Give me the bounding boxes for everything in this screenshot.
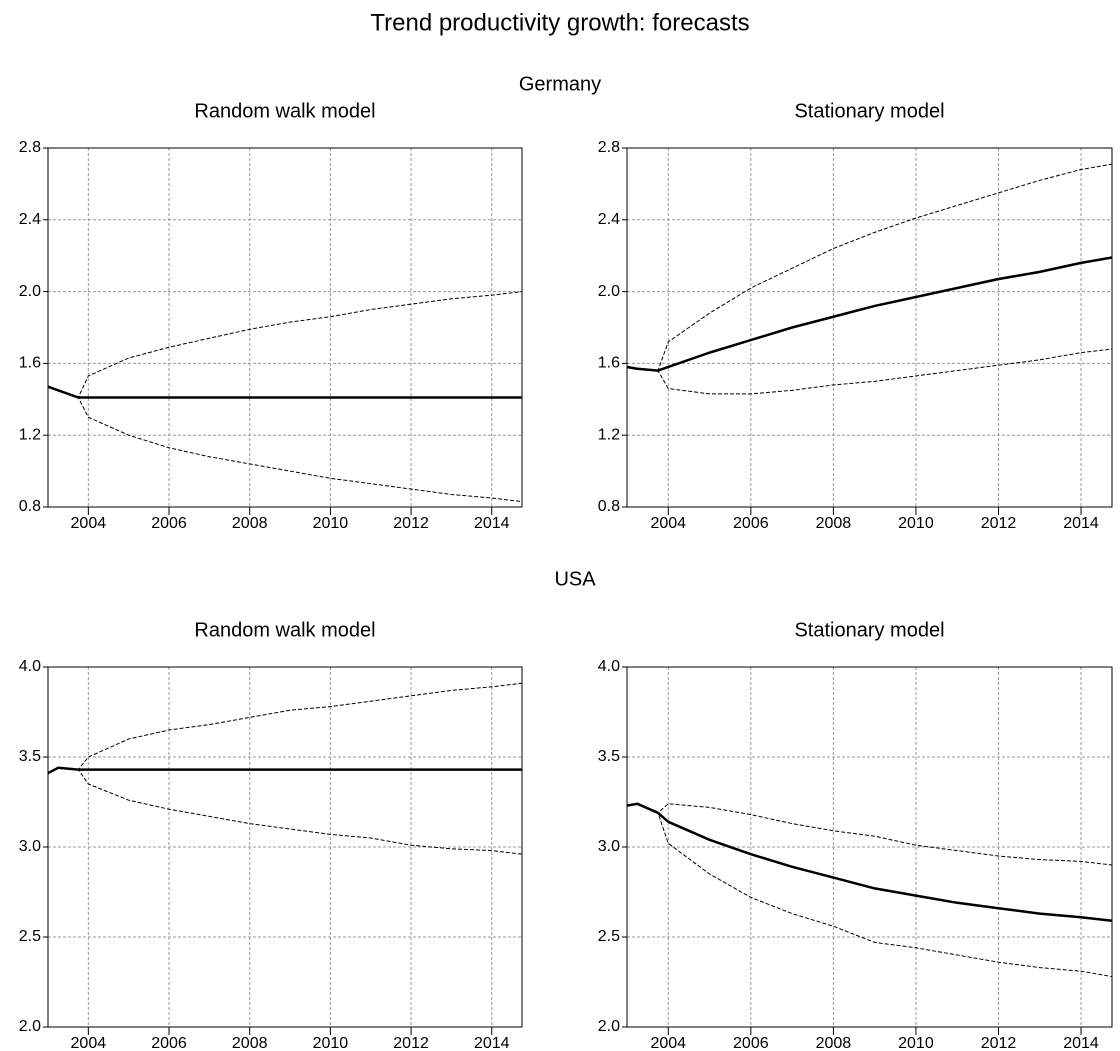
x-tick-label: 2014 xyxy=(474,1035,510,1051)
series-line xyxy=(47,682,523,774)
y-tick-label: 2.5 xyxy=(598,928,620,945)
y-tick-label: 1.2 xyxy=(598,426,620,443)
x-tick-label: 2006 xyxy=(151,1035,187,1051)
x-tick-label: 2014 xyxy=(1063,1035,1099,1051)
y-tick-label: 3.0 xyxy=(19,838,41,855)
x-tick-label: 2012 xyxy=(393,515,429,532)
x-tick-label: 2012 xyxy=(393,1035,429,1051)
x-tick-label: 2004 xyxy=(71,515,107,532)
y-tick-label: 2.4 xyxy=(598,211,620,228)
plot-frame xyxy=(626,666,1113,1028)
x-tick-label: 2012 xyxy=(981,515,1017,532)
panel-title: Random walk model xyxy=(194,619,375,641)
y-tick-label: 2.5 xyxy=(19,928,41,945)
section-title: USA xyxy=(554,568,596,590)
panel-title: Random walk model xyxy=(194,100,375,122)
x-tick-label: 2004 xyxy=(650,1035,686,1051)
series-line xyxy=(626,256,1113,372)
y-tick-label: 3.5 xyxy=(598,748,620,765)
x-tick-label: 2008 xyxy=(232,1035,268,1051)
y-tick-label: 3.5 xyxy=(19,748,41,765)
series-line xyxy=(47,766,522,775)
y-tick-label: 0.8 xyxy=(19,498,41,515)
x-tick-label: 2008 xyxy=(816,515,852,532)
y-tick-label: 3.0 xyxy=(598,838,620,855)
x-tick-label: 2006 xyxy=(733,515,769,532)
x-tick-label: 2006 xyxy=(733,1035,769,1051)
y-tick-label: 2.0 xyxy=(598,1018,620,1035)
panel-title: Stationary model xyxy=(794,619,944,641)
y-tick-label: 4.0 xyxy=(19,658,41,675)
y-tick-label: 2.0 xyxy=(19,1018,41,1035)
series-line xyxy=(47,291,523,398)
x-tick-label: 2014 xyxy=(474,515,510,532)
x-tick-label: 2010 xyxy=(898,515,934,532)
y-tick-label: 2.8 xyxy=(598,139,620,156)
y-tick-label: 4.0 xyxy=(598,658,620,675)
y-tick-label: 2.0 xyxy=(19,283,41,300)
x-tick-label: 2010 xyxy=(313,515,349,532)
series-line xyxy=(626,803,1113,978)
x-tick-label: 2004 xyxy=(71,1035,107,1051)
series-line xyxy=(47,385,522,399)
x-tick-label: 2008 xyxy=(232,515,268,532)
y-tick-label: 2.4 xyxy=(19,211,41,228)
plot-frame xyxy=(47,666,523,1028)
series-line xyxy=(626,348,1113,395)
y-tick-label: 1.6 xyxy=(19,355,41,372)
x-tick-label: 2014 xyxy=(1063,515,1099,532)
x-tick-label: 2004 xyxy=(650,515,686,532)
y-tick-label: 0.8 xyxy=(598,498,620,515)
series-line xyxy=(626,163,1113,372)
series-line xyxy=(626,802,1113,923)
x-tick-label: 2006 xyxy=(151,515,187,532)
x-tick-label: 2008 xyxy=(816,1035,852,1051)
section-title: Germany xyxy=(519,73,601,95)
plot-frame xyxy=(47,147,523,508)
x-tick-label: 2010 xyxy=(313,1035,349,1051)
series-line xyxy=(47,767,523,855)
x-tick-label: 2010 xyxy=(898,1035,934,1051)
x-tick-label: 2012 xyxy=(981,1035,1017,1051)
y-tick-label: 2.8 xyxy=(19,139,41,156)
y-tick-label: 1.2 xyxy=(19,426,41,443)
y-tick-label: 2.0 xyxy=(598,283,620,300)
panel-title: Stationary model xyxy=(794,100,944,122)
series-line xyxy=(47,386,523,503)
y-tick-label: 1.6 xyxy=(598,355,620,372)
figure-title: Trend productivity growth: forecasts xyxy=(370,9,749,36)
series-line xyxy=(626,803,1113,866)
plot-frame xyxy=(626,147,1113,508)
